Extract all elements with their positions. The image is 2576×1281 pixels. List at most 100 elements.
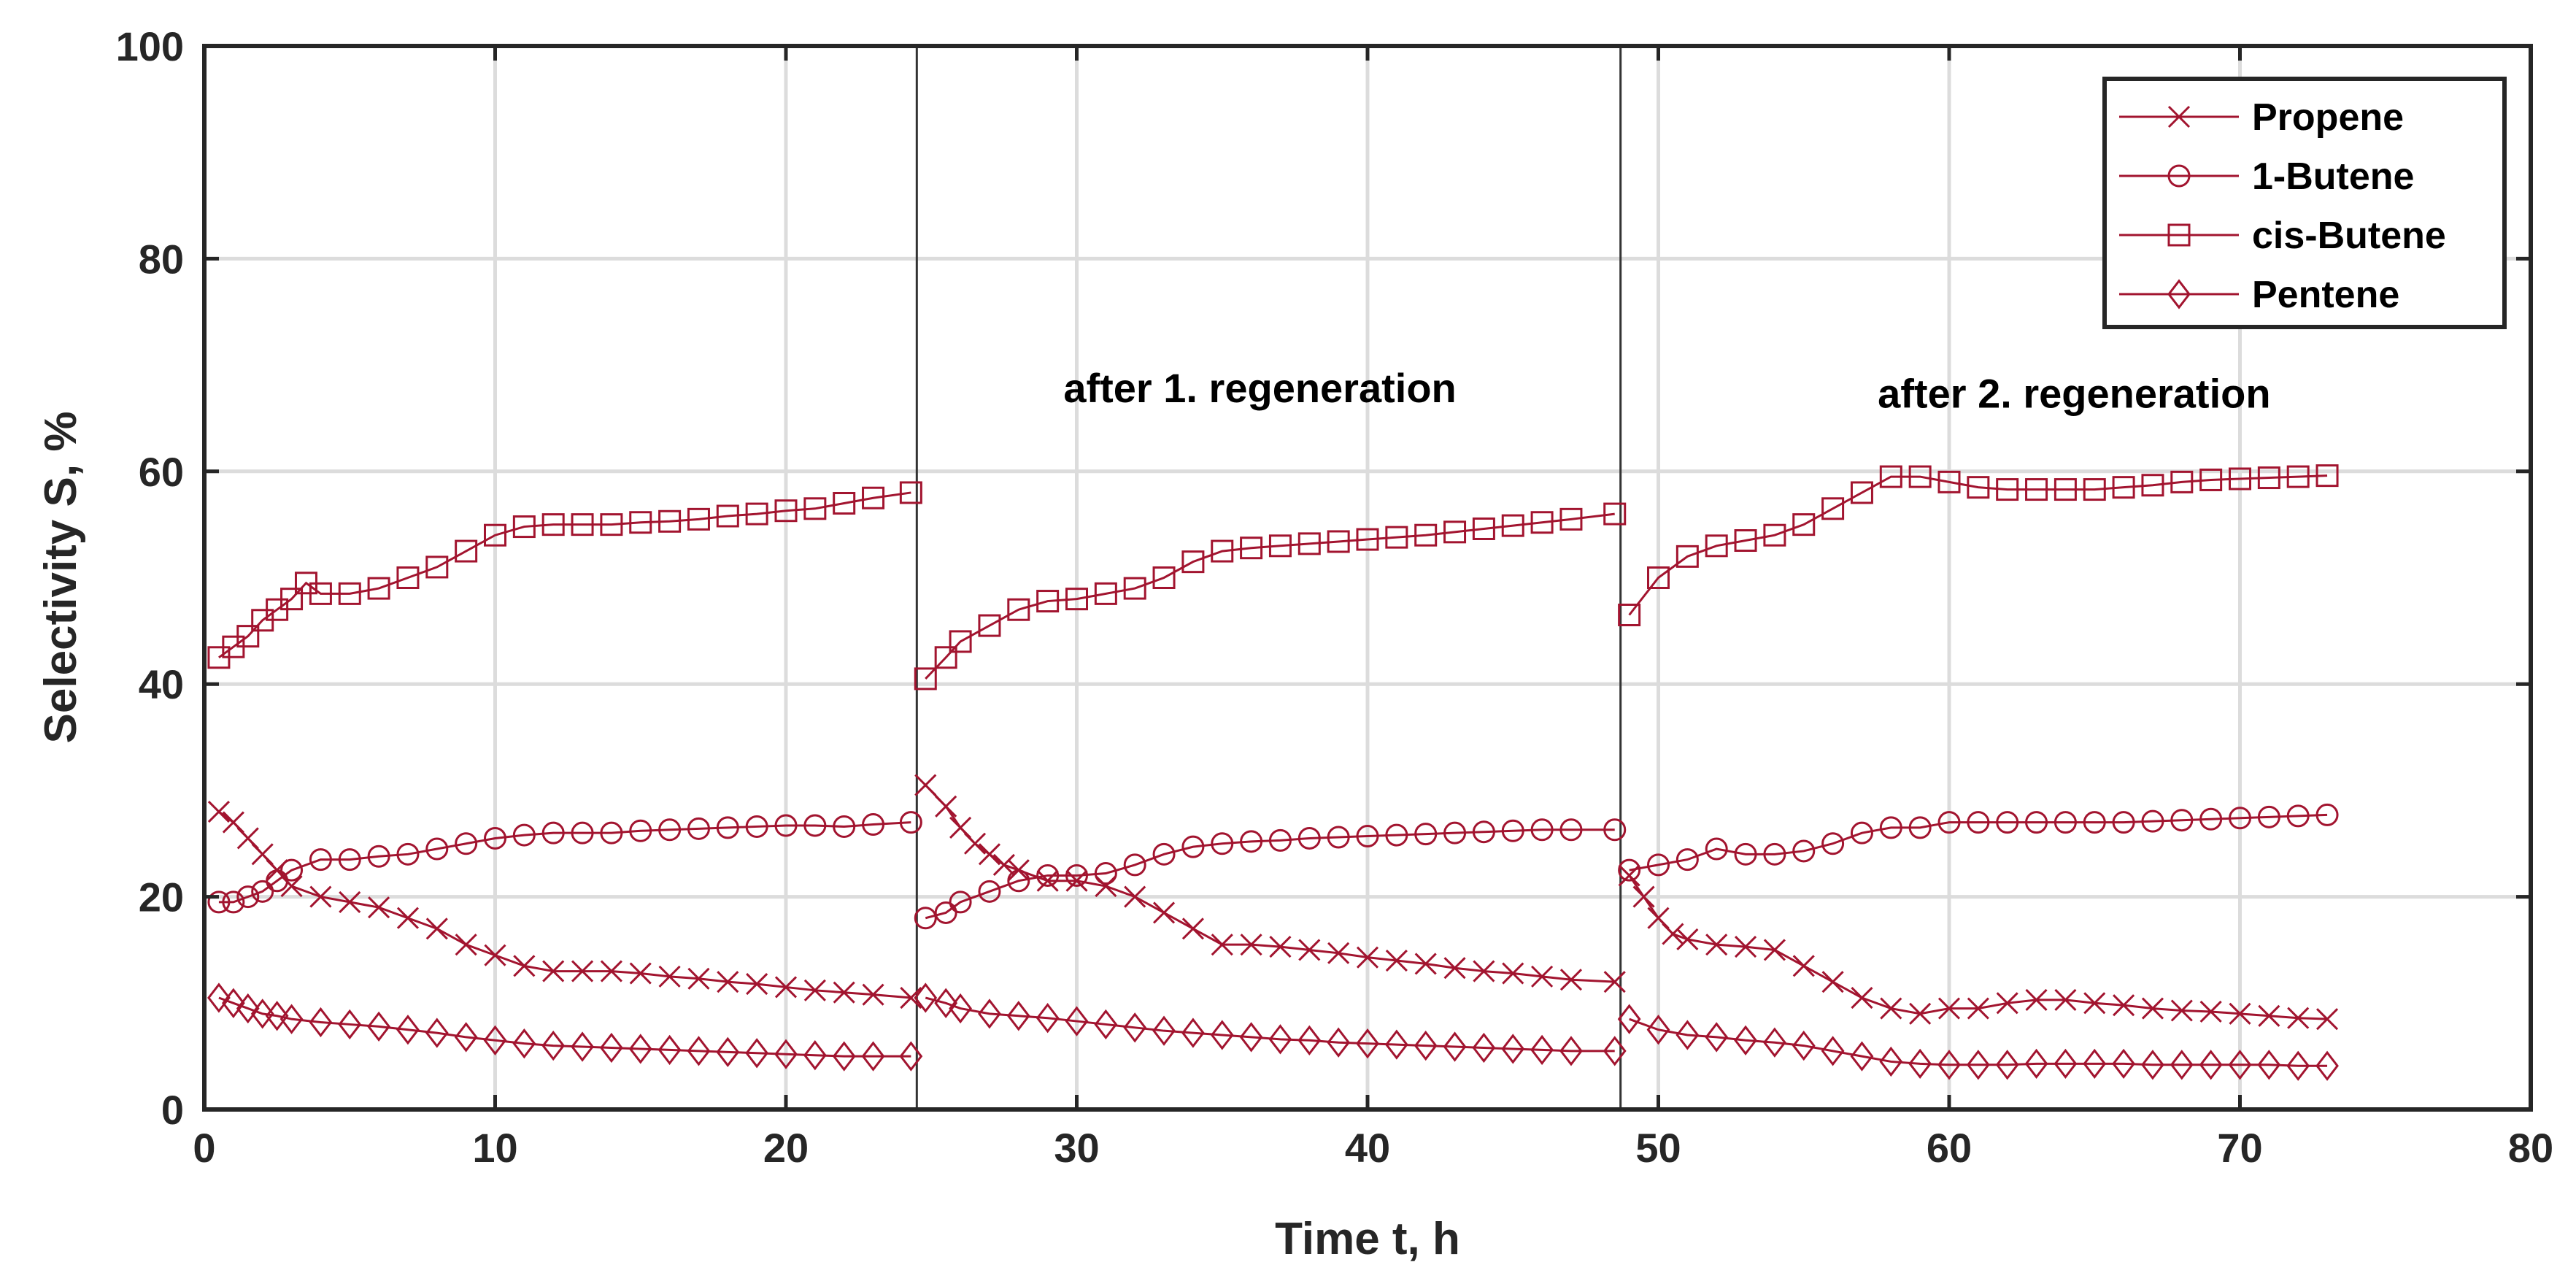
data-point-propene xyxy=(1559,969,1583,991)
data-point-pentene xyxy=(2083,1048,2107,1080)
data-point-propene xyxy=(1211,934,1233,956)
data-point-1-butene xyxy=(658,818,682,842)
data-point-cis-butene xyxy=(1937,470,1961,493)
data-point-1-butene xyxy=(484,826,506,850)
data-point-propene xyxy=(309,885,332,908)
data-point-propene xyxy=(368,896,390,919)
x-tick-label: 30 xyxy=(1054,1125,1099,1171)
data-point-1-butene xyxy=(1152,842,1176,866)
data-point-1-butene xyxy=(2112,811,2135,834)
data-point-1-butene xyxy=(600,821,623,845)
data-point-pentene xyxy=(600,1032,623,1063)
legend-marker-1-butene xyxy=(2167,164,2191,188)
data-point-pentene xyxy=(1501,1034,1525,1064)
data-point-propene xyxy=(1792,955,1815,977)
data-point-propene xyxy=(963,832,987,855)
data-point-1-butene xyxy=(2257,805,2280,828)
data-point-1-butene xyxy=(1618,858,1641,882)
annotation-label: after 2. regeneration xyxy=(1878,370,2270,416)
data-point-1-butene xyxy=(251,880,274,903)
data-point-cis-butene xyxy=(1734,529,1757,553)
data-point-pentene xyxy=(1065,1006,1089,1036)
data-point-1-butene xyxy=(367,845,390,868)
data-point-cis-butene xyxy=(1967,476,1990,499)
data-point-1-butene xyxy=(1036,863,1060,887)
data-point-pentene xyxy=(2199,1050,2223,1080)
data-point-propene xyxy=(1473,960,1495,982)
data-point-propene xyxy=(2287,1007,2310,1029)
data-point-pentene xyxy=(2024,1048,2048,1080)
data-point-1-butene xyxy=(2199,807,2223,831)
axis-ticks: 0 10 20 30 40 50 60 70 80 0 20 40 60 80 100 xyxy=(116,23,2554,1171)
grid xyxy=(204,46,2531,1109)
data-point-pentene xyxy=(716,1036,740,1067)
data-point-cis-butene xyxy=(1618,603,1641,626)
data-point-pentene xyxy=(1675,1020,1700,1050)
legend-marker-cis-butene xyxy=(2167,223,2191,247)
data-point-pentene xyxy=(396,1015,420,1045)
data-point-cis-butene xyxy=(978,614,1001,637)
data-point-1-butene xyxy=(1094,862,1117,885)
data-point-cis-butene xyxy=(484,523,506,547)
data-point-cis-butene xyxy=(338,582,361,605)
data-point-1-butene xyxy=(1908,816,1932,839)
y-tick-label: 0 xyxy=(161,1087,184,1133)
data-point-propene xyxy=(2229,1002,2251,1025)
data-point-cis-butene xyxy=(629,511,652,534)
data-point-propene xyxy=(2258,1004,2280,1027)
data-point-pentene xyxy=(2228,1050,2252,1080)
data-point-1-butene xyxy=(1675,848,1699,872)
data-point-cis-butene xyxy=(2141,474,2164,497)
data-point-1-butene xyxy=(2170,809,2194,832)
data-point-pentene xyxy=(512,1028,536,1059)
data-point-propene xyxy=(455,934,477,956)
data-point-cis-butene xyxy=(1792,513,1816,536)
data-point-propene xyxy=(280,874,303,898)
data-point-propene xyxy=(687,967,710,990)
data-point-propene xyxy=(339,890,361,913)
data-point-cis-butene xyxy=(1268,534,1292,558)
data-point-pentene xyxy=(1646,1015,1670,1045)
data-point-propene xyxy=(914,774,937,796)
data-point-propene xyxy=(803,979,826,1001)
data-point-cis-butene xyxy=(2025,478,2048,501)
data-point-propene xyxy=(1851,986,1873,1009)
data-point-propene xyxy=(600,960,622,982)
data-point-1-butene xyxy=(1268,828,1292,852)
data-point-cis-butene xyxy=(1240,536,1263,560)
data-point-propene xyxy=(207,800,230,823)
data-point-propene xyxy=(2315,1008,2339,1031)
data-point-cis-butene xyxy=(1211,539,1234,563)
data-point-1-butene xyxy=(1501,819,1524,842)
data-point-propene xyxy=(2054,988,2077,1011)
data-point-propene xyxy=(862,983,884,1006)
data-point-cis-butene xyxy=(512,515,536,539)
data-point-cis-butene xyxy=(914,667,937,690)
legend-marker-pentene xyxy=(2167,279,2191,309)
series-group xyxy=(207,464,2339,1081)
data-point-cis-butene xyxy=(541,513,565,536)
data-point-propene xyxy=(1443,957,1466,980)
data-point-cis-butene xyxy=(1414,523,1438,547)
data-point-1-butene xyxy=(1472,820,1495,844)
data-point-propene xyxy=(717,971,739,993)
data-point-1-butene xyxy=(1240,830,1263,853)
x-tick-label: 60 xyxy=(1927,1125,1972,1171)
data-point-cis-butene xyxy=(774,499,798,523)
data-point-1-butene xyxy=(934,901,957,924)
data-point-1-butene xyxy=(1763,842,1786,866)
series-1-butene xyxy=(207,803,2339,930)
data-point-1-butene xyxy=(949,890,972,914)
data-point-1-butene xyxy=(803,814,827,837)
data-point-cis-butene xyxy=(1879,465,1902,488)
data-point-pentene xyxy=(2286,1050,2310,1081)
data-point-propene xyxy=(1531,965,1554,988)
data-point-cis-butene xyxy=(1763,523,1786,547)
data-point-pentene xyxy=(1705,1022,1729,1053)
data-point-propene xyxy=(2141,997,2164,1020)
data-point-1-butene xyxy=(1705,837,1728,861)
data-point-propene xyxy=(1996,992,2018,1015)
data-point-1-butene xyxy=(716,816,739,839)
data-point-propene xyxy=(1502,962,1524,985)
data-point-propene xyxy=(1705,934,1728,956)
